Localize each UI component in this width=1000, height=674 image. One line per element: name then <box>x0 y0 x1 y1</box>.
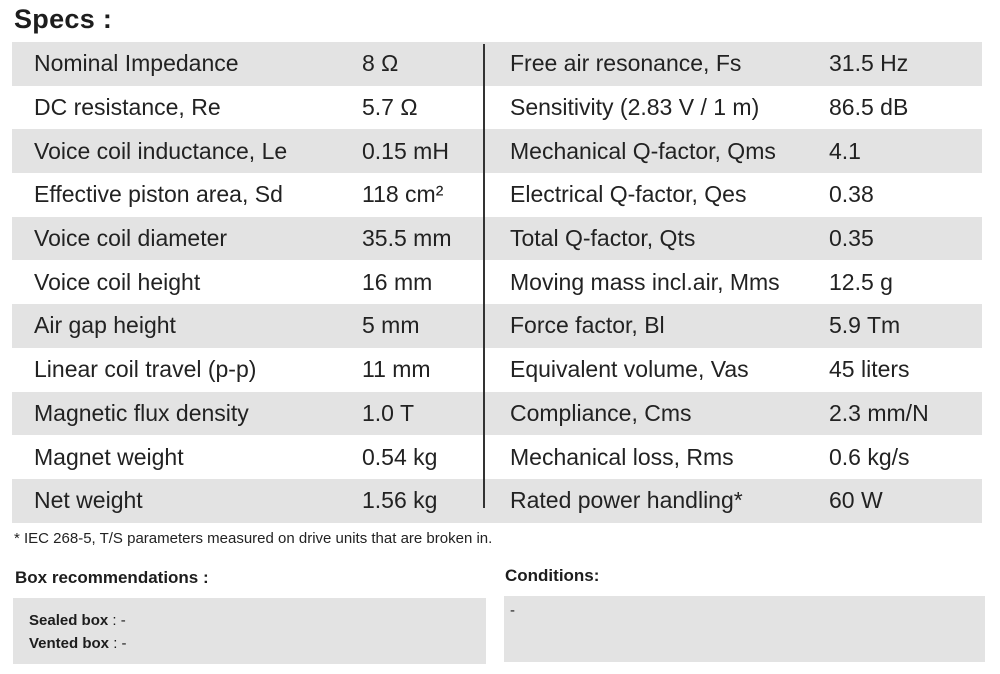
box-recommendations-heading: Box recommendations : <box>15 568 209 587</box>
conditions-heading: Conditions: <box>505 566 600 585</box>
spec-label-right: Force factor, Bl <box>510 312 665 339</box>
spec-label-right: Sensitivity (2.83 V / 1 m) <box>510 94 760 121</box>
spec-label-right: Electrical Q-factor, Qes <box>510 181 747 208</box>
spec-label-right: Rated power handling* <box>510 487 743 514</box>
spec-label-left: Magnetic flux density <box>34 399 249 426</box>
spec-value-right: 12.5 g <box>829 268 893 295</box>
conditions-value: - <box>510 602 515 619</box>
spec-label-left: Air gap height <box>34 312 176 339</box>
spec-row: Voice coil inductance, Le 0.15 mH Mechan… <box>12 129 982 174</box>
spec-label-right: Mechanical Q-factor, Qms <box>510 137 776 164</box>
spec-value-left: 0.15 mH <box>362 137 449 164</box>
spec-label-right: Moving mass incl.air, Mms <box>510 268 780 295</box>
spec-label-left: Voice coil inductance, Le <box>34 137 288 164</box>
spec-value-left: 35.5 mm <box>362 225 452 252</box>
spec-value-left: 5.7 Ω <box>362 94 418 121</box>
spec-row: Magnetic flux density 1.0 T Compliance, … <box>12 391 982 436</box>
spec-label-left: Linear coil travel (p-p) <box>34 356 257 383</box>
spec-row: Linear coil travel (p-p) 11 mm Equivalen… <box>12 348 982 392</box>
column-divider <box>483 44 485 508</box>
sealed-box-label: Sealed box <box>29 612 109 629</box>
box-recommendations-panel: Sealed box : - Vented box : - <box>13 598 486 664</box>
spec-label-left: Nominal Impedance <box>34 50 239 77</box>
spec-value-right: 0.35 <box>829 225 874 252</box>
spec-value-left: 16 mm <box>362 268 433 295</box>
spec-value-right: 2.3 mm/N <box>829 399 929 426</box>
spec-value-left: 8 Ω <box>362 50 399 77</box>
page-title: Specs : <box>14 4 113 34</box>
footnote: * IEC 268-5, T/S parameters measured on … <box>14 530 493 547</box>
spec-label-right: Compliance, Cms <box>510 399 692 426</box>
vented-box-value: : - <box>109 635 127 652</box>
spec-label-left: Net weight <box>34 487 143 514</box>
conditions-panel: - <box>504 596 985 662</box>
spec-row: Magnet weight 0.54 kg Mechanical loss, R… <box>12 435 982 479</box>
spec-value-left: 5 mm <box>362 312 420 339</box>
spec-row: Nominal Impedance 8 Ω Free air resonance… <box>12 42 982 86</box>
spec-row: Net weight 1.56 kg Rated power handling*… <box>12 478 982 523</box>
spec-label-right: Equivalent volume, Vas <box>510 356 749 383</box>
spec-row: Effective piston area, Sd 118 cm² Electr… <box>12 173 982 217</box>
vented-box-label: Vented box <box>29 635 110 652</box>
spec-row: Air gap height 5 mm Force factor, Bl 5.9… <box>12 304 982 348</box>
spec-value-left: 118 cm² <box>362 181 444 208</box>
spec-row: DC resistance, Re 5.7 Ω Sensitivity (2.8… <box>12 86 982 130</box>
sealed-box-value: : - <box>108 612 126 629</box>
spec-value-right: 0.38 <box>829 181 874 208</box>
spec-value-right: 31.5 Hz <box>829 50 909 77</box>
spec-value-right: 45 liters <box>829 356 910 383</box>
spec-value-right: 0.6 kg/s <box>829 443 910 470</box>
sealed-box-line: Sealed box : - <box>29 612 126 629</box>
spec-value-right: 60 W <box>829 487 883 514</box>
spec-value-right: 86.5 dB <box>829 94 909 121</box>
spec-row: Voice coil height 16 mm Moving mass incl… <box>12 260 982 304</box>
spec-label-left: Voice coil diameter <box>34 225 228 252</box>
spec-value-left: 1.56 kg <box>362 487 438 514</box>
specs-table: Nominal Impedance 8 Ω Free air resonance… <box>12 42 982 523</box>
spec-row: Voice coil diameter 35.5 mm Total Q-fact… <box>12 216 982 261</box>
spec-label-right: Mechanical loss, Rms <box>510 443 734 470</box>
spec-label-left: Effective piston area, Sd <box>34 181 283 208</box>
spec-label-left: Magnet weight <box>34 443 184 470</box>
spec-label-left: DC resistance, Re <box>34 94 221 121</box>
spec-value-left: 0.54 kg <box>362 443 438 470</box>
spec-value-left: 11 mm <box>362 356 431 383</box>
spec-label-right: Total Q-factor, Qts <box>510 225 696 252</box>
spec-value-left: 1.0 T <box>362 399 414 426</box>
spec-value-right: 4.1 <box>829 137 861 164</box>
spec-label-left: Voice coil height <box>34 268 201 295</box>
spec-label-right: Free air resonance, Fs <box>510 50 742 77</box>
spec-value-right: 5.9 Tm <box>829 312 901 339</box>
vented-box-line: Vented box : - <box>29 635 127 652</box>
